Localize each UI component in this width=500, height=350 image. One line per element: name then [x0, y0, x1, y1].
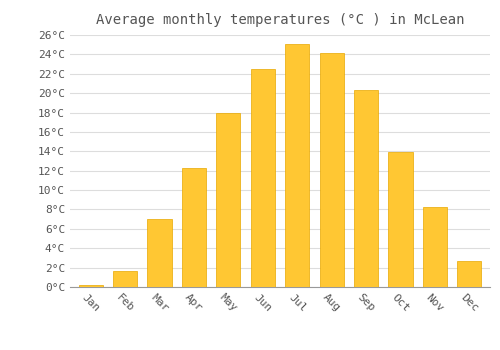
Bar: [182, 168, 206, 287]
Bar: [216, 113, 240, 287]
Bar: [458, 261, 481, 287]
Bar: [78, 285, 102, 287]
Bar: [148, 219, 172, 287]
Bar: [354, 90, 378, 287]
Bar: [388, 152, 412, 287]
Bar: [113, 271, 137, 287]
Bar: [423, 206, 447, 287]
Bar: [320, 54, 344, 287]
Title: Average monthly temperatures (°C ) in McLean: Average monthly temperatures (°C ) in Mc…: [96, 13, 464, 27]
Bar: [250, 69, 275, 287]
Bar: [285, 44, 310, 287]
